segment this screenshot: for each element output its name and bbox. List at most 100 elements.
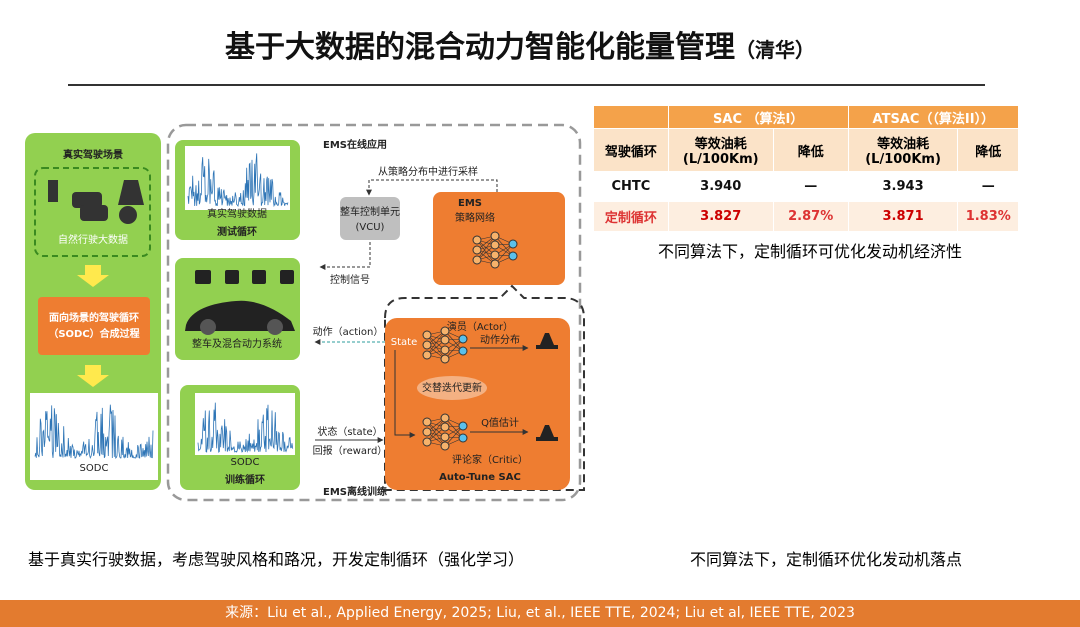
node [440, 413, 450, 423]
cell: 1.83% [957, 201, 1019, 232]
label: Q值估计 [481, 416, 519, 429]
label: （SODC）合成过程 [48, 327, 139, 340]
edge [476, 239, 496, 265]
sample-trace [187, 153, 289, 208]
network-icon [422, 413, 468, 451]
node [490, 231, 500, 241]
label: EMS [458, 198, 482, 209]
chart-frame [185, 146, 290, 210]
node [422, 330, 432, 340]
sample-trace [34, 404, 154, 459]
title: 基于大数据的混合动力智能化能量管理 [225, 30, 735, 65]
sac-box [385, 318, 570, 490]
label: 状态（state） [317, 425, 382, 438]
node [458, 334, 468, 344]
sodc-box [38, 297, 150, 355]
cell: 3.827 [667, 201, 774, 232]
cell: CHTC [593, 171, 669, 202]
label: 测试循环 [217, 225, 257, 238]
scene-icons [48, 180, 144, 224]
arrow [319, 242, 371, 270]
network-icon [422, 326, 468, 364]
cell [593, 105, 669, 129]
label: SODC [231, 457, 260, 468]
title-rule [68, 84, 985, 86]
node [440, 335, 450, 345]
scene-box [34, 167, 151, 257]
arrow [394, 350, 416, 438]
cell: 3.940 [667, 171, 774, 202]
edge [426, 417, 446, 443]
node [472, 255, 482, 265]
row: SAC （算法I） ATSAC（（算法II）） [593, 105, 1020, 129]
affiliation: （清华） [735, 38, 815, 62]
arrow [77, 265, 109, 287]
label: 控制信号 [330, 273, 370, 286]
node [422, 437, 432, 447]
node [422, 427, 432, 437]
arrow [77, 365, 109, 387]
node [472, 245, 482, 255]
node [422, 417, 432, 427]
label: 演员（Actor） [447, 320, 513, 333]
label: 自然行驶大数据 [58, 233, 128, 246]
label: 动作（action） [313, 326, 384, 338]
node [440, 326, 450, 336]
row: 定制循环 3.827 2.87% 3.871 1.83% [593, 201, 1019, 232]
arrow [366, 179, 498, 196]
row: CHTC 3.940—3.943— [593, 171, 1019, 202]
network-icon [472, 231, 518, 269]
node [458, 346, 468, 356]
label: 整车及混合动力系统 [192, 337, 282, 350]
label: EMS在线应用 [323, 138, 387, 151]
node [508, 239, 518, 249]
label: 真实驾驶数据 [207, 207, 267, 220]
cell: 等效油耗 (L/100Km) [847, 128, 959, 172]
cell: 降低 [772, 128, 849, 172]
label: (VCU) [356, 222, 385, 233]
edge [426, 330, 446, 356]
sample-trace [197, 402, 294, 453]
loop [417, 376, 487, 400]
cell: 驾驶循环 [593, 128, 669, 172]
node [440, 354, 450, 364]
vehicle-icons [185, 270, 295, 335]
diagram: 真实驾驶场景 自然行驶大数据 面向场景的驾驶循环 （SODC）合成过程 SODC… [25, 123, 585, 502]
label: 面向场景的驾驶循环 [49, 311, 139, 324]
cell: — [957, 171, 1019, 202]
label: Auto-Tune SAC [439, 472, 521, 483]
cell: 降低 [957, 128, 1019, 172]
label: 策略网络 [455, 211, 495, 224]
node [490, 240, 500, 250]
node [440, 422, 450, 432]
label: 回报（reward） [313, 444, 388, 457]
label: 交替迭代更新 [422, 381, 482, 394]
results-table: SAC （算法I） ATSAC（（算法II）） 驾驶循环 等效油耗 (L/100Km)… [593, 105, 1020, 232]
label: 真实驾驶场景 [63, 148, 123, 161]
cell: 3.871 [847, 201, 959, 232]
caption-right: 不同算法下，定制循环优化发动机落点 [689, 550, 962, 569]
label: 动作分布 [480, 334, 520, 346]
edge [476, 235, 496, 261]
ems-box [433, 192, 565, 285]
cell: 等效油耗 (L/100Km) [667, 128, 774, 172]
title-row: 基于大数据的混合动力智能化能量管理（清华） [0, 22, 1040, 66]
label: 整车控制单元 [340, 205, 400, 218]
offline-frame [384, 284, 585, 491]
footer: 来源：Liu et al., Applied Energy, 2025; Liu… [0, 600, 1080, 627]
label: 评论家（Critic） [452, 453, 528, 466]
node [440, 345, 450, 355]
ems-frame [166, 123, 582, 502]
edge [426, 421, 446, 447]
label: 训练循环 [225, 473, 265, 486]
node [458, 433, 468, 443]
label: State [391, 337, 417, 348]
caption-left: 基于真实行驶数据，考虑驾驶风格和路况，开发定制循环（强化学习） [28, 550, 525, 569]
vcu-box [340, 197, 400, 240]
node [508, 251, 518, 261]
cell: SAC （算法I） [667, 105, 849, 129]
label: EMS离线训练 [323, 485, 387, 498]
cell: ATSAC（（算法II）） [847, 105, 1020, 129]
cell: 2.87% [772, 201, 849, 232]
